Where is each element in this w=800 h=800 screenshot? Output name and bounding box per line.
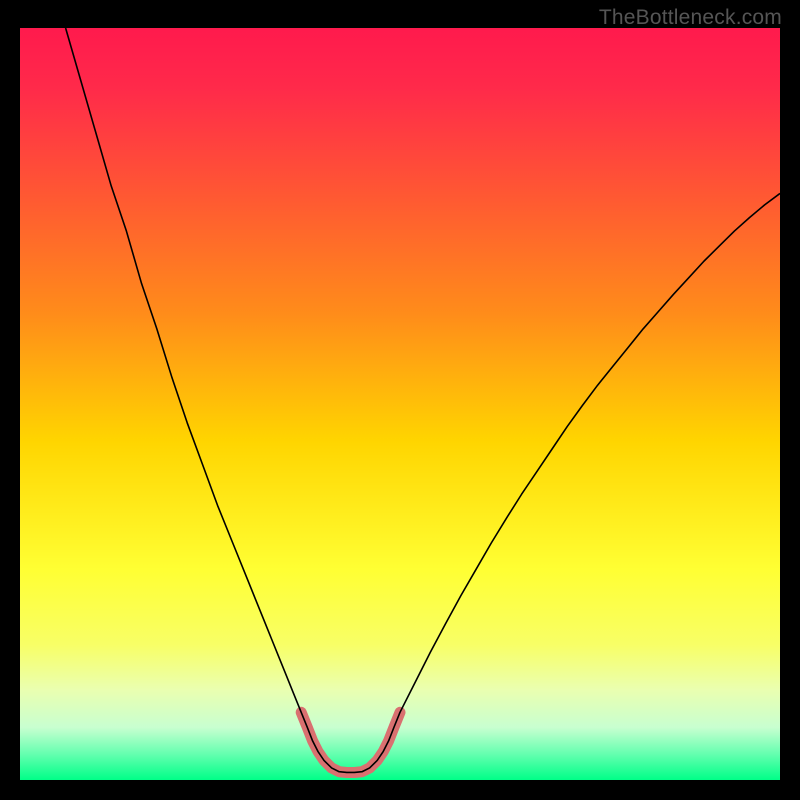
plot-gradient-background (20, 28, 780, 780)
watermark-text: TheBottleneck.com (599, 6, 782, 30)
bottleneck-chart (0, 0, 800, 800)
